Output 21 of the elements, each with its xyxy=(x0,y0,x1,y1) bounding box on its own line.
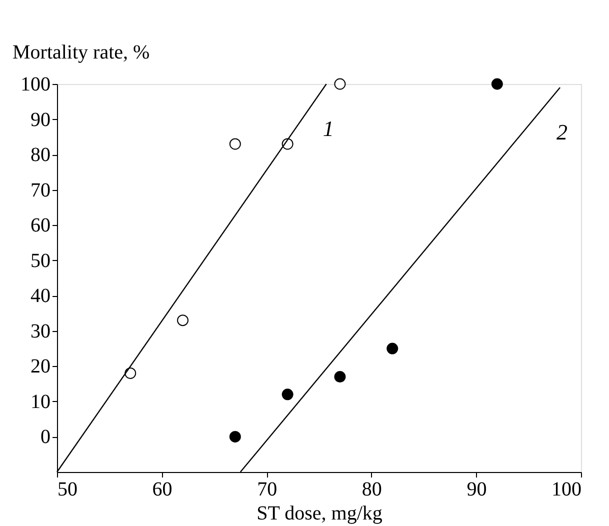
x-tick-label: 70 xyxy=(257,478,278,500)
annotation: 1 xyxy=(322,116,334,141)
y-tick-label: 0 xyxy=(40,426,50,448)
y-tick-label: 30 xyxy=(30,320,50,342)
y-tick-label: 80 xyxy=(30,144,50,166)
y-tick-label: 40 xyxy=(30,285,50,308)
y-tick-label: 50 xyxy=(30,250,50,272)
x-tick-label: 80 xyxy=(362,478,382,500)
annotation: 2 xyxy=(556,120,568,145)
y-tick-label: 90 xyxy=(30,108,50,131)
x-tick-label: 50 xyxy=(58,478,78,500)
x-axis-title: ST dose, mg/kg xyxy=(256,502,382,524)
y-axis-title: Mortality rate, % xyxy=(12,42,150,64)
y-tick-label: 100 xyxy=(20,74,50,96)
x-tick-label: 60 xyxy=(152,478,172,500)
y-tick-label: 60 xyxy=(30,214,50,237)
y-tick-label: 20 xyxy=(30,356,50,378)
x-tick-label: 90 xyxy=(466,478,487,500)
y-tick-label: 10 xyxy=(30,390,50,413)
x-tick-label: 100 xyxy=(552,478,582,500)
y-tick-label: 70 xyxy=(30,179,50,202)
